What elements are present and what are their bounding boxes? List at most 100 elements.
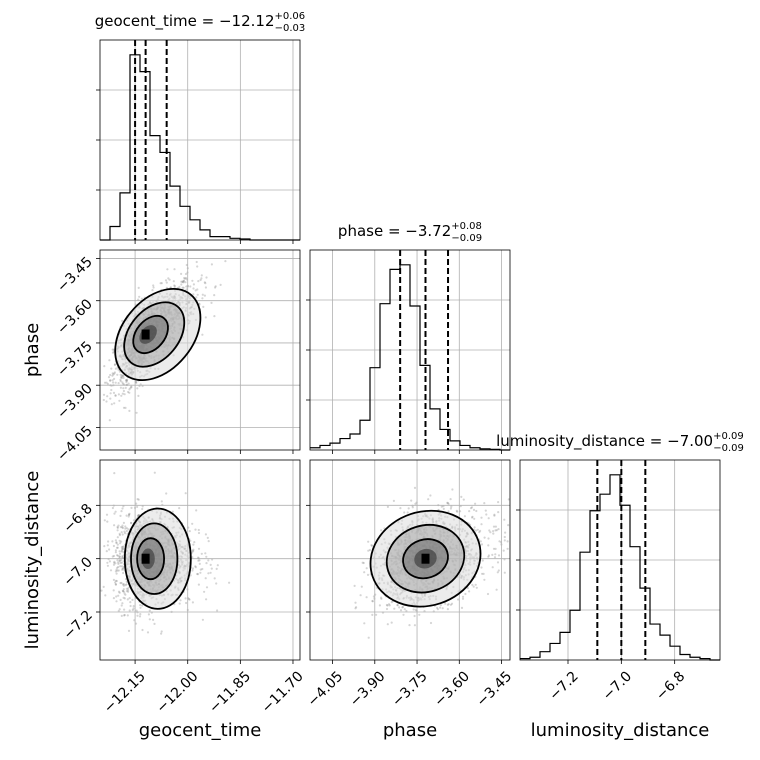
sample-point (460, 495, 463, 498)
sample-point (180, 283, 183, 286)
sample-point (196, 573, 200, 576)
sample-point (125, 583, 128, 586)
sample-point (480, 566, 483, 569)
sample-point (204, 316, 207, 319)
sample-point (113, 363, 117, 366)
x-tick-label: −6.8 (653, 668, 688, 703)
sample-point (191, 569, 194, 572)
sample-point (197, 531, 201, 535)
sample-point (124, 593, 127, 596)
sample-point (408, 624, 411, 627)
sample-point (191, 279, 194, 282)
sample-point (361, 561, 364, 564)
sample-point (396, 604, 399, 607)
sample-point (474, 502, 477, 505)
x-tick-label: −12.15 (101, 668, 149, 716)
sample-point (120, 559, 123, 562)
sample-point (214, 286, 217, 289)
sample-point (112, 373, 115, 376)
sample-point (185, 601, 188, 605)
sample-point (180, 272, 183, 275)
sample-point (125, 529, 128, 533)
sample-point (114, 570, 117, 573)
sample-point (130, 385, 133, 388)
sample-point (114, 581, 117, 584)
sample-point (122, 376, 125, 380)
sample-point (116, 566, 119, 569)
sample-point (196, 265, 199, 268)
sample-point (390, 601, 393, 604)
sample-point (494, 553, 497, 556)
sample-point (456, 510, 459, 513)
sample-point (117, 382, 120, 385)
sample-point (121, 556, 124, 559)
sample-point (366, 573, 370, 577)
sample-point (450, 505, 453, 508)
sample-point (495, 529, 498, 532)
sample-point (102, 393, 106, 396)
x-tick-label: −3.60 (431, 668, 473, 710)
sample-point (129, 387, 132, 390)
sample-point (181, 280, 184, 284)
sample-point (127, 528, 130, 531)
sample-point (503, 518, 506, 521)
sample-point (204, 286, 207, 289)
sample-point (197, 583, 200, 586)
sample-point (475, 509, 478, 513)
sample-point (160, 630, 163, 633)
sample-point (202, 305, 205, 308)
sample-point (128, 391, 131, 394)
sample-point (125, 514, 128, 517)
sample-point (181, 280, 184, 283)
y-tick-label: −3.90 (54, 381, 96, 423)
sample-point (411, 506, 414, 509)
sample-point (130, 506, 133, 509)
sample-point (185, 288, 188, 291)
sample-point (120, 376, 123, 380)
sample-point (111, 351, 115, 354)
sample-point (108, 419, 111, 422)
sample-point (118, 559, 121, 562)
sample-point (178, 507, 181, 510)
sample-point (104, 594, 107, 597)
sample-point (493, 556, 497, 559)
sample-point (183, 276, 186, 280)
sample-point (125, 590, 128, 593)
sample-point (120, 531, 123, 534)
sample-point (126, 598, 129, 601)
sample-point (359, 594, 362, 597)
sample-point (147, 613, 150, 616)
sample-point (114, 394, 117, 397)
sample-point (399, 507, 402, 510)
sample-point (113, 561, 116, 564)
sample-point (121, 319, 124, 322)
sample-point (159, 282, 162, 285)
sample-point (139, 613, 142, 616)
sample-point (117, 609, 120, 613)
sample-point (151, 289, 154, 292)
sample-point (115, 541, 118, 545)
sample-point (136, 514, 139, 517)
sample-point (403, 608, 406, 611)
contour-line (123, 301, 186, 368)
sample-point (146, 631, 150, 634)
sample-point (120, 614, 123, 618)
sample-point (178, 285, 181, 288)
sample-point (403, 511, 406, 514)
sample-point (173, 284, 176, 287)
sample-point (116, 529, 119, 532)
sample-point (213, 577, 216, 580)
sample-point (184, 281, 187, 284)
sample-point (127, 382, 130, 385)
sample-point (367, 636, 370, 639)
sample-point (436, 606, 439, 610)
sample-point (108, 548, 111, 551)
y-tick-label: −7.0 (60, 554, 95, 589)
sample-point (224, 260, 227, 263)
sample-point (474, 529, 478, 532)
sample-point (127, 390, 130, 394)
sample-point (185, 285, 188, 288)
x-tick-label: −12.00 (154, 668, 202, 716)
sample-point (440, 505, 443, 508)
sample-point (196, 293, 199, 296)
